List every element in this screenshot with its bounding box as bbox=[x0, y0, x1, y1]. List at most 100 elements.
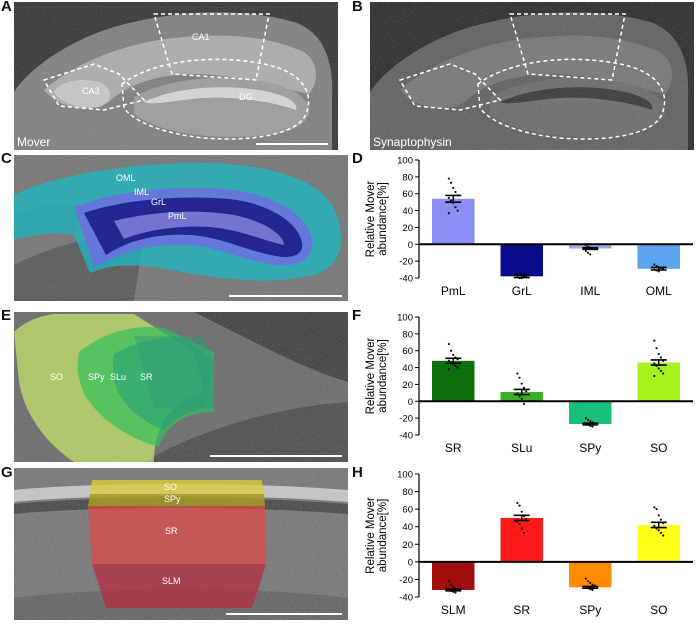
data-point-f-spy bbox=[591, 425, 594, 428]
bar-h-sr bbox=[500, 517, 543, 562]
y-tick-label-h: 0 bbox=[408, 557, 413, 568]
category-label-d-grl: GrL bbox=[512, 284, 532, 298]
data-point-f-so bbox=[657, 352, 660, 356]
data-point-h-so bbox=[659, 531, 663, 534]
data-point-d-pml bbox=[447, 196, 450, 200]
micrograph-c: OML IML GrL PmL bbox=[14, 155, 348, 301]
y-tick-label-d: 80 bbox=[402, 172, 413, 183]
data-point-h-so bbox=[662, 534, 665, 537]
data-point-f-sr bbox=[447, 342, 450, 346]
micrograph-b-image: Synaptophysin bbox=[370, 2, 694, 150]
data-point-h-slm bbox=[452, 585, 455, 588]
data-point-f-slu bbox=[518, 395, 521, 398]
data-point-h-so bbox=[653, 524, 656, 527]
y-tick-label-f: -40 bbox=[399, 431, 413, 442]
data-point-d-iml bbox=[586, 251, 590, 254]
caption-synaptophysin: Synaptophysin bbox=[373, 135, 452, 149]
data-point-h-sr bbox=[518, 522, 521, 526]
category-label-h-sr: SR bbox=[513, 603, 530, 617]
data-point-f-sr bbox=[447, 359, 450, 362]
data-point-d-pml bbox=[452, 186, 455, 189]
label-slm-g: SLM bbox=[162, 576, 181, 586]
data-point-h-sr bbox=[525, 517, 528, 520]
data-point-h-sr bbox=[522, 531, 526, 534]
y-tick-label-h: 100 bbox=[397, 470, 413, 481]
panel-letter-b: B bbox=[352, 0, 363, 15]
label-ca1: CA1 bbox=[192, 32, 210, 42]
data-point-f-so bbox=[653, 374, 656, 378]
chart-d: Relative Moverabundance[%] -40 -20 0 20 40 60 8… bbox=[365, 154, 697, 304]
data-point-f-so bbox=[659, 356, 663, 359]
category-label-d-iml: IML bbox=[580, 284, 600, 298]
y-tick-label-f: 0 bbox=[408, 397, 413, 408]
y-tick-label-f: 80 bbox=[402, 329, 413, 340]
data-point-d-pml bbox=[449, 199, 453, 202]
data-point-h-sr bbox=[516, 501, 519, 505]
panel-letter-a: A bbox=[1, 0, 12, 15]
data-point-h-spy bbox=[591, 583, 594, 586]
category-label-h-spy: SPy bbox=[579, 603, 601, 617]
panel-letter-g: G bbox=[1, 464, 13, 481]
chart-f: Relative Moverabundance[%] -40 -20 0 20 40 60 8… bbox=[365, 311, 697, 461]
data-point-f-slu bbox=[522, 386, 526, 389]
category-label-d-oml: OML bbox=[646, 284, 672, 298]
micrograph-g-image: SO SPy SR SLM bbox=[14, 468, 348, 620]
data-point-h-so bbox=[659, 518, 663, 521]
category-label-f-sr: SR bbox=[445, 441, 462, 455]
micrograph-a-image: CA1 CA3 DG Mover bbox=[14, 2, 338, 150]
chart-h: Relative Moverabundance[%] -40 -20 0 20 40 60 8… bbox=[365, 468, 697, 623]
data-point-d-pml bbox=[449, 181, 453, 184]
y-tick-label-f: 40 bbox=[402, 363, 413, 374]
data-point-h-spy bbox=[586, 580, 590, 583]
bar-f-spy bbox=[569, 401, 612, 425]
data-point-f-so bbox=[653, 339, 656, 342]
micrograph-g: SO SPy SR SLM bbox=[14, 468, 348, 620]
data-point-f-slu bbox=[525, 390, 528, 393]
micrograph-e: SO SPy SLu SR bbox=[14, 312, 348, 462]
data-point-f-spy bbox=[584, 417, 587, 420]
panel-letter-d: D bbox=[352, 150, 363, 167]
label-pml: PmL bbox=[168, 211, 187, 221]
y-tick-label-h: 20 bbox=[402, 540, 413, 551]
data-point-h-sr bbox=[520, 510, 523, 513]
data-point-f-slu bbox=[520, 397, 523, 400]
label-dg: DG bbox=[239, 92, 253, 102]
data-point-h-spy bbox=[589, 581, 592, 585]
data-point-d-pml bbox=[447, 212, 450, 215]
category-label-h-so: SO bbox=[650, 603, 667, 617]
y-tick-label-h: 60 bbox=[402, 505, 413, 516]
y-axis-label-f: Relative Moverabundance[%] bbox=[365, 337, 389, 414]
data-point-d-pml bbox=[456, 209, 459, 212]
data-point-f-so bbox=[659, 369, 663, 373]
label-spy-g: SPy bbox=[164, 494, 181, 504]
label-spy-e: SPy bbox=[88, 372, 105, 382]
data-point-f-so bbox=[662, 372, 665, 375]
data-point-h-so bbox=[653, 506, 656, 509]
data-point-d-pml bbox=[454, 206, 457, 209]
micrograph-a: CA1 CA3 DG Mover bbox=[14, 2, 338, 150]
y-tick-label-f: -20 bbox=[399, 414, 413, 425]
data-point-d-grl bbox=[516, 271, 519, 274]
data-point-f-sr bbox=[454, 364, 457, 367]
y-tick-label-d: -20 bbox=[399, 257, 413, 268]
data-point-f-so bbox=[653, 362, 656, 365]
data-point-h-so bbox=[655, 508, 658, 511]
y-tick-label-f: 60 bbox=[402, 346, 413, 357]
category-label-d-pml: PmL bbox=[441, 284, 466, 298]
data-point-d-iml bbox=[584, 249, 587, 253]
data-point-h-spy bbox=[591, 588, 594, 592]
panel-letter-e: E bbox=[1, 307, 12, 324]
label-oml: OML bbox=[116, 173, 136, 183]
y-tick-label-h: -20 bbox=[399, 575, 413, 586]
y-tick-label-d: 60 bbox=[402, 189, 413, 200]
micrograph-e-image: SO SPy SLu SR bbox=[14, 312, 348, 462]
data-point-f-slu bbox=[520, 382, 523, 385]
y-tick-label-h: -40 bbox=[399, 593, 413, 604]
bar-d-oml bbox=[637, 244, 680, 269]
y-axis-label-h: Relative Moverabundance[%] bbox=[365, 497, 389, 574]
label-sr-g: SR bbox=[165, 526, 178, 536]
data-point-h-sr bbox=[520, 527, 523, 530]
y-tick-label-h: 40 bbox=[402, 522, 413, 533]
panel-letter-c: C bbox=[1, 150, 12, 167]
y-tick-label-d: 0 bbox=[408, 240, 413, 251]
